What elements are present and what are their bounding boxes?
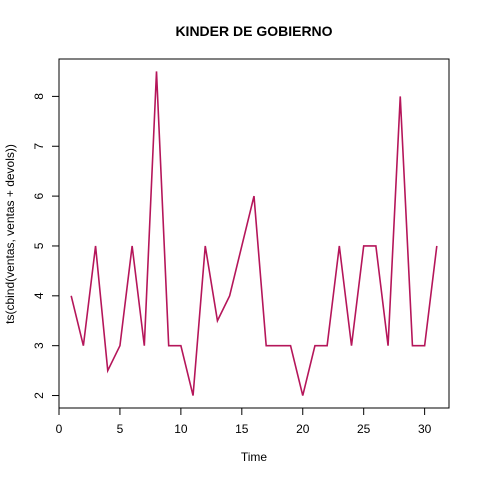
y-axis-label: ts(cbind(ventas, ventas + devols)) [3,144,17,324]
x-axis: 0 5 10 15 20 25 30 [56,407,432,436]
y-tick-label: 2 [32,392,46,399]
y-axis: 2 3 4 5 6 7 8 [32,93,60,399]
chart-title: KINDER DE GOBIERNO [175,23,332,39]
y-tick-label: 7 [32,143,46,150]
x-tick-label: 15 [235,422,249,436]
y-tick-label: 8 [32,93,46,100]
y-tick-label: 4 [32,292,46,299]
series-layer [70,71,438,396]
y-tick-label: 5 [32,242,46,249]
x-tick-label: 25 [357,422,371,436]
x-tick-label: 0 [56,422,63,436]
plot-frame [58,58,450,409]
x-tick-label: 5 [117,422,124,436]
x-tick-label: 20 [296,422,310,436]
series-line [70,71,438,396]
x-axis-label: Time [241,450,268,464]
y-tick-label: 6 [32,192,46,199]
x-tick-label: 10 [174,422,188,436]
x-tick-label: 30 [418,422,432,436]
y-tick-label: 3 [32,342,46,349]
